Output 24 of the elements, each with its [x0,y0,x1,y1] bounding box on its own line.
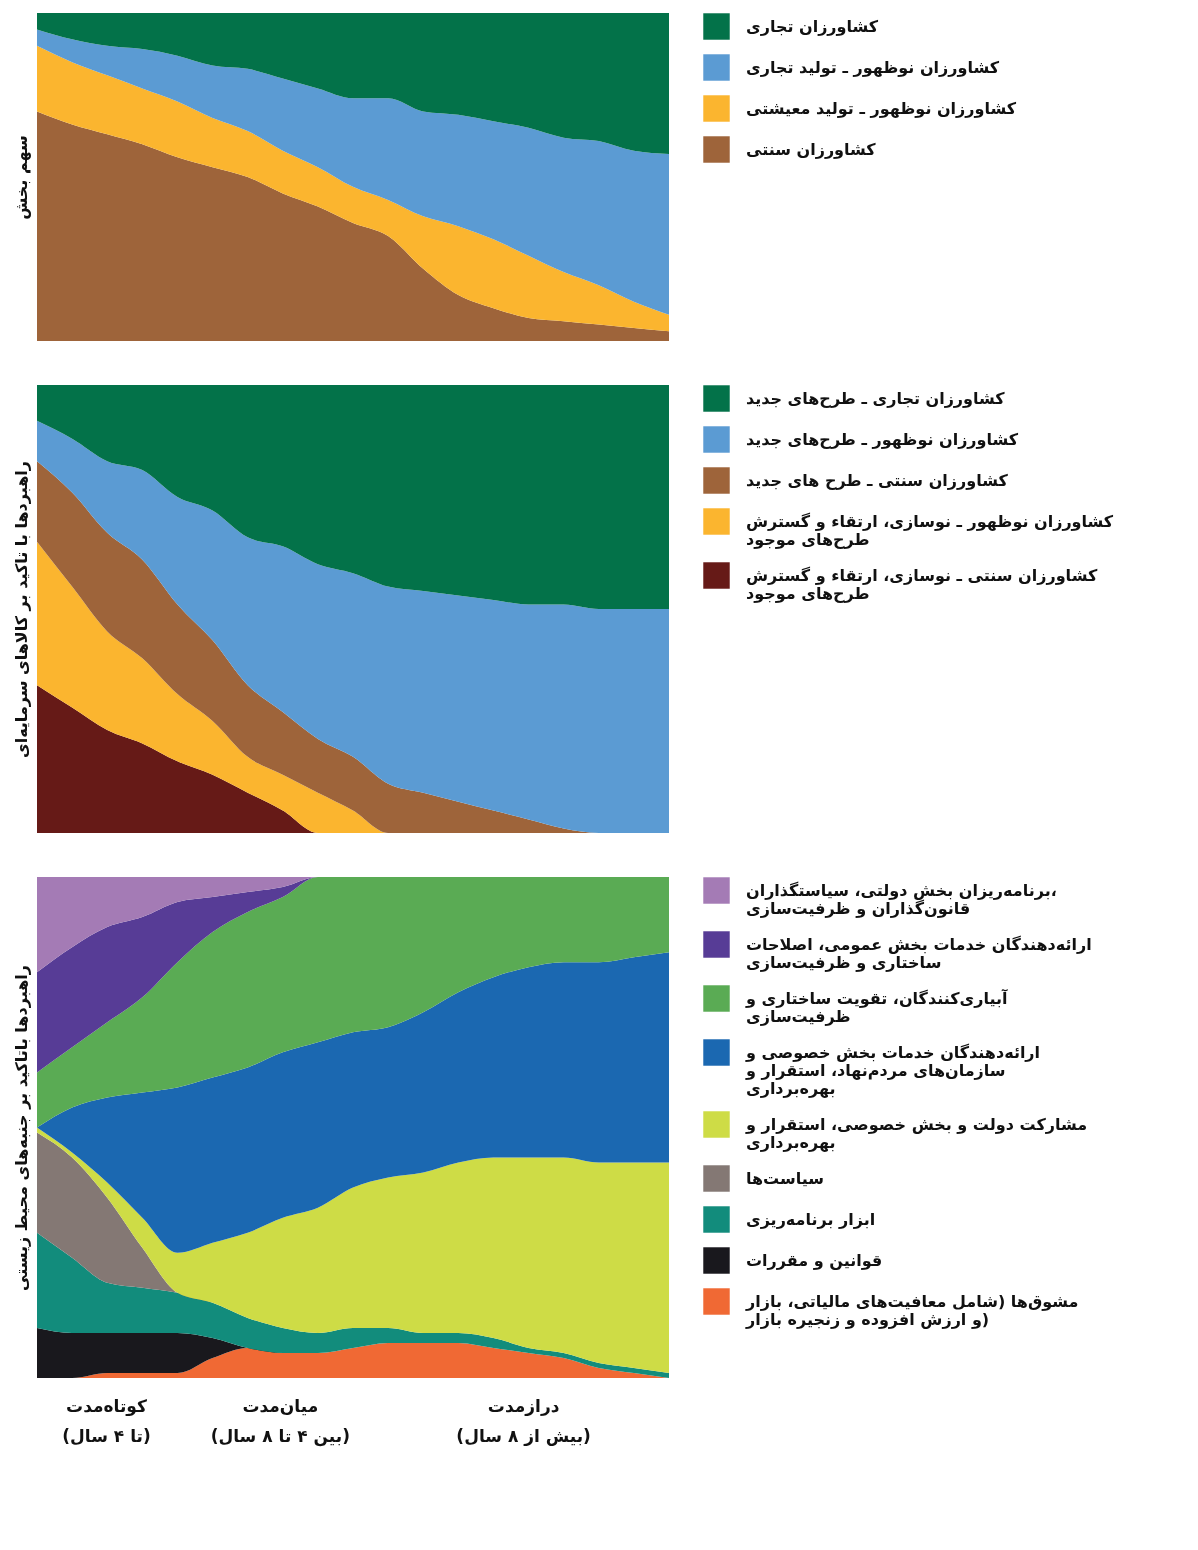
text: میان‌مدت (بین ۴ تا ۸ سال) [210,1395,350,1449]
legend-label: کشاورزان نوظهور ـ تولید معیشتی [746,98,1017,118]
text: کوتاه‌مدت (تا ۴ سال) [62,1395,151,1448]
y-axis-title: راهبردها باتاکید بر جنبه‌های محیط زیستی [11,965,31,1291]
legend-label: کشاورزان سنتی [746,139,877,159]
legend-label: کشاورزان تجاری ـ طرح‌های جدید [746,388,1006,408]
legend-label: ارائه‌دهندگان خدمات بخش خصوصی و سازمان‌های مردم‌نهاد، استقرار و بهره‌برداری [745,1042,1041,1098]
legend-label: کشاورزان نوظهور ـ نوسازی، ارتقاء و گسترش طرح‌های موجود [746,511,1114,549]
legend-label: کشاورزان سنتی ـ نوسازی، ارتقاء و گسترش طرح‌های موجود [746,565,1098,603]
legend-label: کشاورزان تجاری [746,16,879,36]
legend-label: ابزار برنامه‌ریزی [746,1209,876,1229]
legend-label: سیاست‌ها [746,1168,825,1188]
legend-label: آبیاری‌کنندگان، تقویت ساختاری و ظرفیت‌سازی [745,987,1008,1026]
y-axis-title: راهبردها با تاکید بر کالاهای سرمایه‌ای [11,461,31,758]
legend-label: قوانین و مقررات [746,1250,883,1270]
legend-label: کشاورزان نوظهور ـ تولید تجاری [746,57,1000,77]
legend-label: کشاورزان سنتی ـ طرح های جدید [746,470,1009,490]
text: درازمدت (بیش از ۸ سال) [456,1395,591,1448]
legend-label: ارائه‌دهندگان خدمات بخش عمومی، اصلاحات ساختاری و ظرفیت‌سازی [746,934,1092,972]
legend-label: مشوق‌ها (شامل معافیت‌های مالیاتی، بازار و ارزش افزوده و زنجیره بازار) [745,1291,1079,1329]
legend-label: مشارکت دولت و بخش خصوصی، استقرار و بهره‌برداری [745,1114,1088,1152]
legend-label: برنامه‌ریزان بخش دولتی، سیاستگذاران، قانون‌گذاران و ظرفیت‌سازی [746,880,1057,918]
y-axis-title: سهم بخش [11,135,31,220]
legend-label: کشاورزان نوظهور ـ طرح‌های جدید [746,429,1019,449]
